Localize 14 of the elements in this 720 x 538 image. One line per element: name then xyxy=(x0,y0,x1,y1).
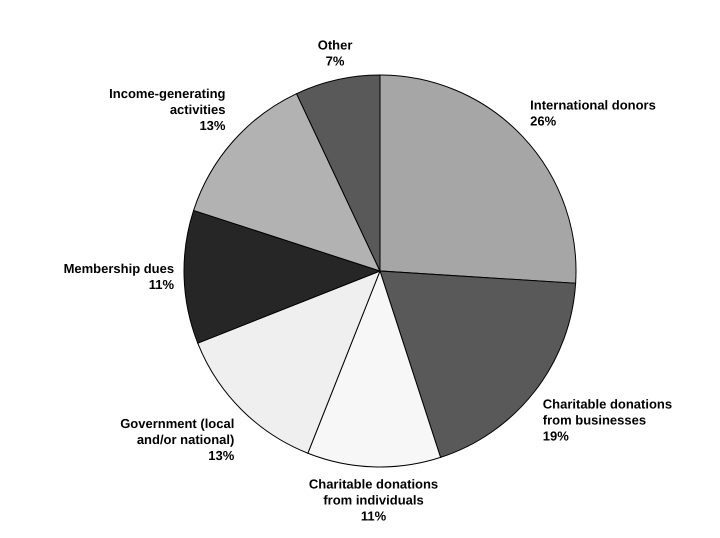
data-label: 13% xyxy=(208,448,235,464)
slice-label: Charitable donations from individuals xyxy=(308,476,438,508)
data-label: 26% xyxy=(530,113,557,128)
slice-label: Charitable donations from businesses xyxy=(542,396,672,428)
slice-label: Income-generating activities xyxy=(109,86,226,118)
data-label: 7% xyxy=(326,53,345,68)
data-label: 19% xyxy=(542,428,570,444)
data-label: 13% xyxy=(199,118,226,134)
slice-label: Other xyxy=(318,37,352,52)
slice-label: Membership dues xyxy=(64,260,174,276)
slice-label: Government (local and/or national) xyxy=(120,416,234,448)
data-label: 11% xyxy=(360,508,387,524)
slice-label: International donors xyxy=(530,97,656,112)
data-label: 11% xyxy=(148,276,175,292)
